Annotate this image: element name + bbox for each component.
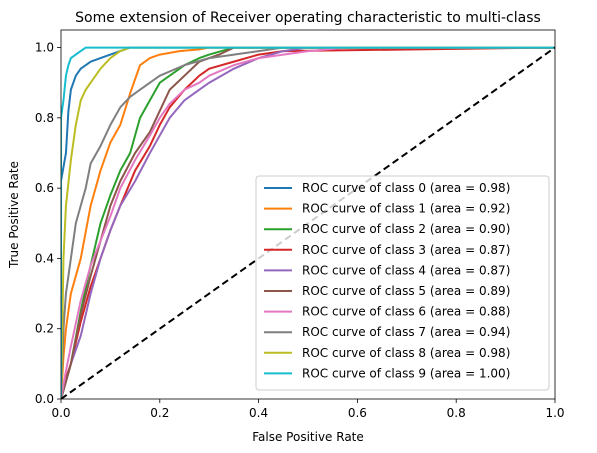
legend-entry-label: ROC curve of class 3 (area = 0.87)	[302, 243, 510, 257]
y-tick-label: 0.8	[35, 111, 54, 125]
legend-entry-label: ROC curve of class 6 (area = 0.88)	[302, 305, 510, 319]
x-tick-label: 0.6	[348, 406, 367, 420]
legend-entry-label: ROC curve of class 2 (area = 0.90)	[302, 222, 510, 236]
legend-entry-label: ROC curve of class 5 (area = 0.89)	[302, 284, 510, 298]
y-tick-label: 0.6	[35, 181, 54, 195]
y-tick-label: 0.4	[35, 251, 54, 265]
legend-entry-label: ROC curve of class 1 (area = 0.92)	[302, 202, 510, 216]
legend-entry-label: ROC curve of class 9 (area = 1.00)	[302, 366, 510, 380]
legend-entry-label: ROC curve of class 7 (area = 0.94)	[302, 325, 510, 339]
x-axis-label: False Positive Rate	[252, 430, 364, 444]
legend-entry-label: ROC curve of class 0 (area = 0.98)	[302, 181, 510, 195]
x-tick-label: 1.0	[545, 406, 564, 420]
x-tick-label: 0.2	[150, 406, 169, 420]
x-tick-label: 0.0	[51, 406, 70, 420]
legend-entry-label: ROC curve of class 8 (area = 0.98)	[302, 346, 510, 360]
y-tick-label: 0.2	[35, 322, 54, 336]
x-tick-label: 0.4	[249, 406, 268, 420]
y-tick-label: 0.0	[35, 392, 54, 406]
chart-title: Some extension of Receiver operating cha…	[75, 10, 541, 26]
y-tick-label: 1.0	[35, 41, 54, 55]
legend-entry-label: ROC curve of class 4 (area = 0.87)	[302, 263, 510, 277]
y-axis-label: True Positive Rate	[7, 161, 21, 269]
legend: ROC curve of class 0 (area = 0.98) ROC cu…	[256, 176, 549, 390]
x-tick-label: 0.8	[447, 406, 466, 420]
